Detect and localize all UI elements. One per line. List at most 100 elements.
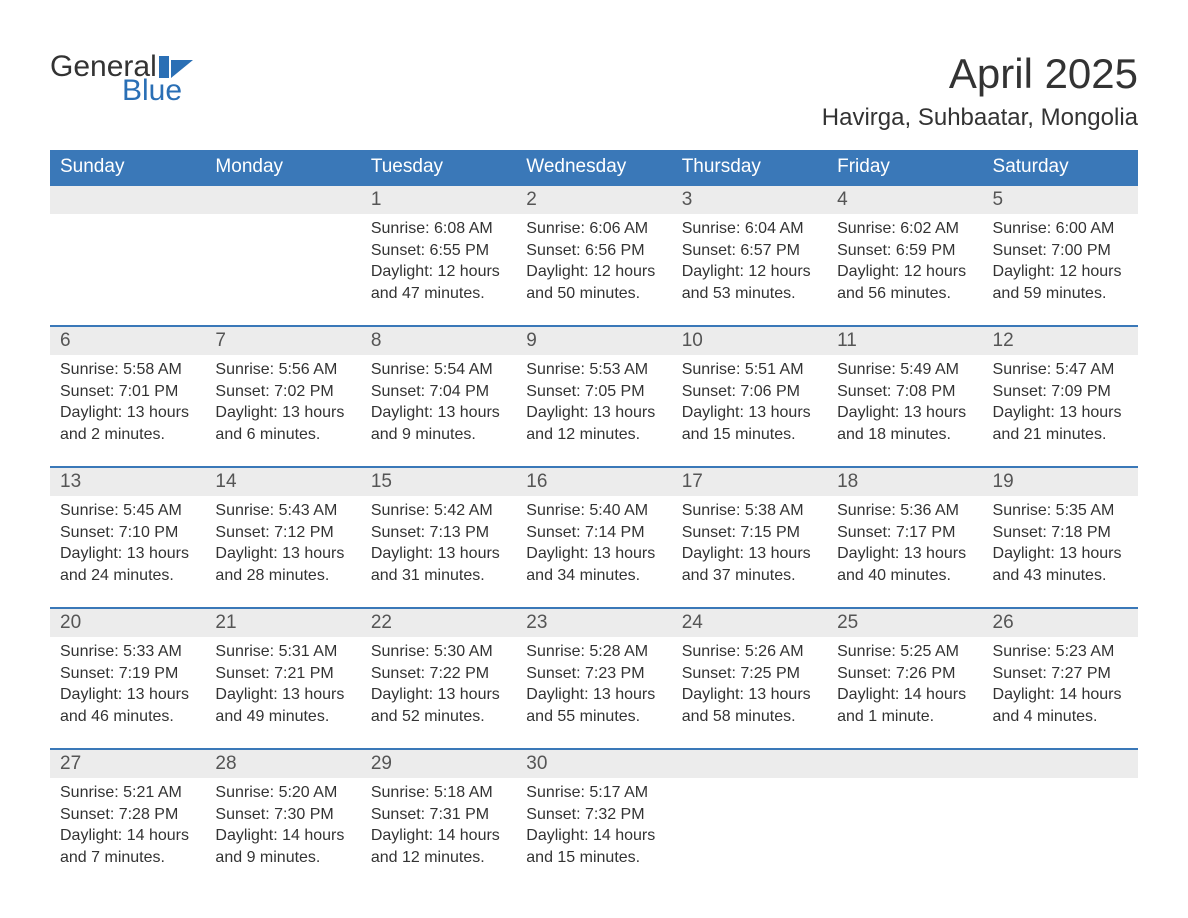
daylight-text: Daylight: 13 hours and 49 minutes. xyxy=(215,684,350,727)
daylight-text: Daylight: 14 hours and 7 minutes. xyxy=(60,825,195,868)
day-content-cell: Sunrise: 5:30 AMSunset: 7:22 PMDaylight:… xyxy=(361,637,516,749)
day-content-row: Sunrise: 5:33 AMSunset: 7:19 PMDaylight:… xyxy=(50,637,1138,749)
day-content-row: Sunrise: 5:45 AMSunset: 7:10 PM Daylight:… xyxy=(50,496,1138,608)
day-number-cell: 30 xyxy=(516,749,671,778)
sunrise-text: Sunrise: 5:43 AM xyxy=(215,500,350,522)
daylight-text: Daylight: 13 hours and 31 minutes. xyxy=(371,543,506,586)
sunrise-text: Sunrise: 5:28 AM xyxy=(526,641,661,663)
location-text: Havirga, Suhbaatar, Mongolia xyxy=(822,104,1138,132)
day-number-cell: 16 xyxy=(516,467,671,496)
daylight-text: Daylight: 13 hours and 34 minutes. xyxy=(526,543,661,586)
day-number-cell: 27 xyxy=(50,749,205,778)
day-number-cell: 28 xyxy=(205,749,360,778)
day-number-cell xyxy=(827,749,982,778)
day-number-cell: 8 xyxy=(361,326,516,355)
sunset-text: Sunset: 7:15 PM xyxy=(682,522,817,544)
weekday-header: Wednesday xyxy=(516,150,671,185)
day-number-cell: 1 xyxy=(361,185,516,214)
calendar-table: SundayMondayTuesdayWednesdayThursdayFrid… xyxy=(50,150,1138,890)
daylight-text: Daylight: 12 hours and 56 minutes. xyxy=(837,261,972,304)
daylight-text: Daylight: 12 hours and 50 minutes. xyxy=(526,261,661,304)
sunset-text: Sunset: 7:02 PM xyxy=(215,381,350,403)
sunrise-text: Sunrise: 6:00 AM xyxy=(993,218,1128,240)
day-content-cell: Sunrise: 5:58 AMSunset: 7:01 PMDaylight:… xyxy=(50,355,205,467)
day-content-cell: Sunrise: 6:04 AMSunset: 6:57 PMDaylight:… xyxy=(672,214,827,326)
weekday-header: Tuesday xyxy=(361,150,516,185)
day-number-row: 13141516171819 xyxy=(50,467,1138,496)
day-number-cell xyxy=(672,749,827,778)
day-number-cell: 20 xyxy=(50,608,205,637)
day-number-cell: 29 xyxy=(361,749,516,778)
sunrise-text: Sunrise: 5:35 AM xyxy=(993,500,1128,522)
sunrise-text: Sunrise: 5:36 AM xyxy=(837,500,972,522)
day-number-cell: 4 xyxy=(827,185,982,214)
daylight-text: Daylight: 14 hours and 4 minutes. xyxy=(993,684,1128,727)
page-header: General Blue April 2025 Havirga, Suhbaat… xyxy=(50,50,1138,132)
daylight-text: Daylight: 13 hours and 52 minutes. xyxy=(371,684,506,727)
sunset-text: Sunset: 7:14 PM xyxy=(526,522,661,544)
sunrise-text: Sunrise: 5:49 AM xyxy=(837,359,972,381)
sunrise-text: Sunrise: 5:53 AM xyxy=(526,359,661,381)
day-content-cell: Sunrise: 5:28 AMSunset: 7:23 PMDaylight:… xyxy=(516,637,671,749)
daylight-text: Daylight: 13 hours and 2 minutes. xyxy=(60,402,195,445)
day-number-row: 27282930 xyxy=(50,749,1138,778)
sunset-text: Sunset: 7:26 PM xyxy=(837,663,972,685)
day-content-cell: Sunrise: 5:38 AMSunset: 7:15 PMDaylight:… xyxy=(672,496,827,608)
day-content-cell: Sunrise: 5:53 AMSunset: 7:05 PMDaylight:… xyxy=(516,355,671,467)
calendar-body: 12345Sunrise: 6:08 AMSunset: 6:55 PMDayl… xyxy=(50,185,1138,890)
day-number-cell: 21 xyxy=(205,608,360,637)
daylight-text: Daylight: 14 hours and 15 minutes. xyxy=(526,825,661,868)
sunset-text: Sunset: 7:08 PM xyxy=(837,381,972,403)
logo-text-bottom: Blue xyxy=(122,74,193,108)
weekday-header: Friday xyxy=(827,150,982,185)
day-content-cell: Sunrise: 5:35 AMSunset: 7:18 PMDaylight:… xyxy=(983,496,1138,608)
sunset-text: Sunset: 7:19 PM xyxy=(60,663,195,685)
sunrise-text: Sunrise: 5:45 AM xyxy=(60,500,195,522)
sunset-text: Sunset: 7:06 PM xyxy=(682,381,817,403)
sunset-text: Sunset: 7:13 PM xyxy=(371,522,506,544)
day-number-cell: 5 xyxy=(983,185,1138,214)
sunrise-text: Sunrise: 5:42 AM xyxy=(371,500,506,522)
sunset-text: Sunset: 7:10 PM xyxy=(60,522,195,544)
day-number-cell: 22 xyxy=(361,608,516,637)
day-content-cell: Sunrise: 6:00 AMSunset: 7:00 PMDaylight:… xyxy=(983,214,1138,326)
day-number-cell: 25 xyxy=(827,608,982,637)
sunrise-text: Sunrise: 5:56 AM xyxy=(215,359,350,381)
day-number-cell: 9 xyxy=(516,326,671,355)
sunrise-text: Sunrise: 5:54 AM xyxy=(371,359,506,381)
daylight-text: Daylight: 14 hours and 1 minute. xyxy=(837,684,972,727)
day-number-cell: 17 xyxy=(672,467,827,496)
day-number-row: 20212223242526 xyxy=(50,608,1138,637)
sunrise-text: Sunrise: 5:38 AM xyxy=(682,500,817,522)
sunset-text: Sunset: 7:31 PM xyxy=(371,804,506,826)
sunset-text: Sunset: 7:00 PM xyxy=(993,240,1128,262)
sunrise-text: Sunrise: 5:58 AM xyxy=(60,359,195,381)
daylight-text: Daylight: 14 hours and 12 minutes. xyxy=(371,825,506,868)
sunrise-text: Sunrise: 5:26 AM xyxy=(682,641,817,663)
sunset-text: Sunset: 7:22 PM xyxy=(371,663,506,685)
sunset-text: Sunset: 7:21 PM xyxy=(215,663,350,685)
day-content-cell: Sunrise: 6:08 AMSunset: 6:55 PMDaylight:… xyxy=(361,214,516,326)
sunrise-text: Sunrise: 6:08 AM xyxy=(371,218,506,240)
sunset-text: Sunset: 6:55 PM xyxy=(371,240,506,262)
sunrise-text: Sunrise: 5:23 AM xyxy=(993,641,1128,663)
day-content-cell: Sunrise: 5:36 AMSunset: 7:17 PMDaylight:… xyxy=(827,496,982,608)
day-number-cell: 18 xyxy=(827,467,982,496)
sunset-text: Sunset: 7:12 PM xyxy=(215,522,350,544)
daylight-text: Daylight: 13 hours and 46 minutes. xyxy=(60,684,195,727)
day-number-cell: 3 xyxy=(672,185,827,214)
day-content-cell: Sunrise: 5:33 AMSunset: 7:19 PMDaylight:… xyxy=(50,637,205,749)
weekday-header: Sunday xyxy=(50,150,205,185)
day-content-cell xyxy=(205,214,360,326)
day-number-cell: 12 xyxy=(983,326,1138,355)
weekday-header: Thursday xyxy=(672,150,827,185)
day-content-cell: Sunrise: 5:42 AMSunset: 7:13 PMDaylight:… xyxy=(361,496,516,608)
sunrise-text: Sunrise: 5:30 AM xyxy=(371,641,506,663)
day-content-cell xyxy=(827,778,982,890)
logo: General Blue xyxy=(50,50,193,108)
daylight-text: Daylight: 13 hours and 12 minutes. xyxy=(526,402,661,445)
day-content-cell: Sunrise: 5:25 AMSunset: 7:26 PMDaylight:… xyxy=(827,637,982,749)
sunset-text: Sunset: 6:57 PM xyxy=(682,240,817,262)
daylight-text: Daylight: 12 hours and 47 minutes. xyxy=(371,261,506,304)
day-content-cell xyxy=(50,214,205,326)
